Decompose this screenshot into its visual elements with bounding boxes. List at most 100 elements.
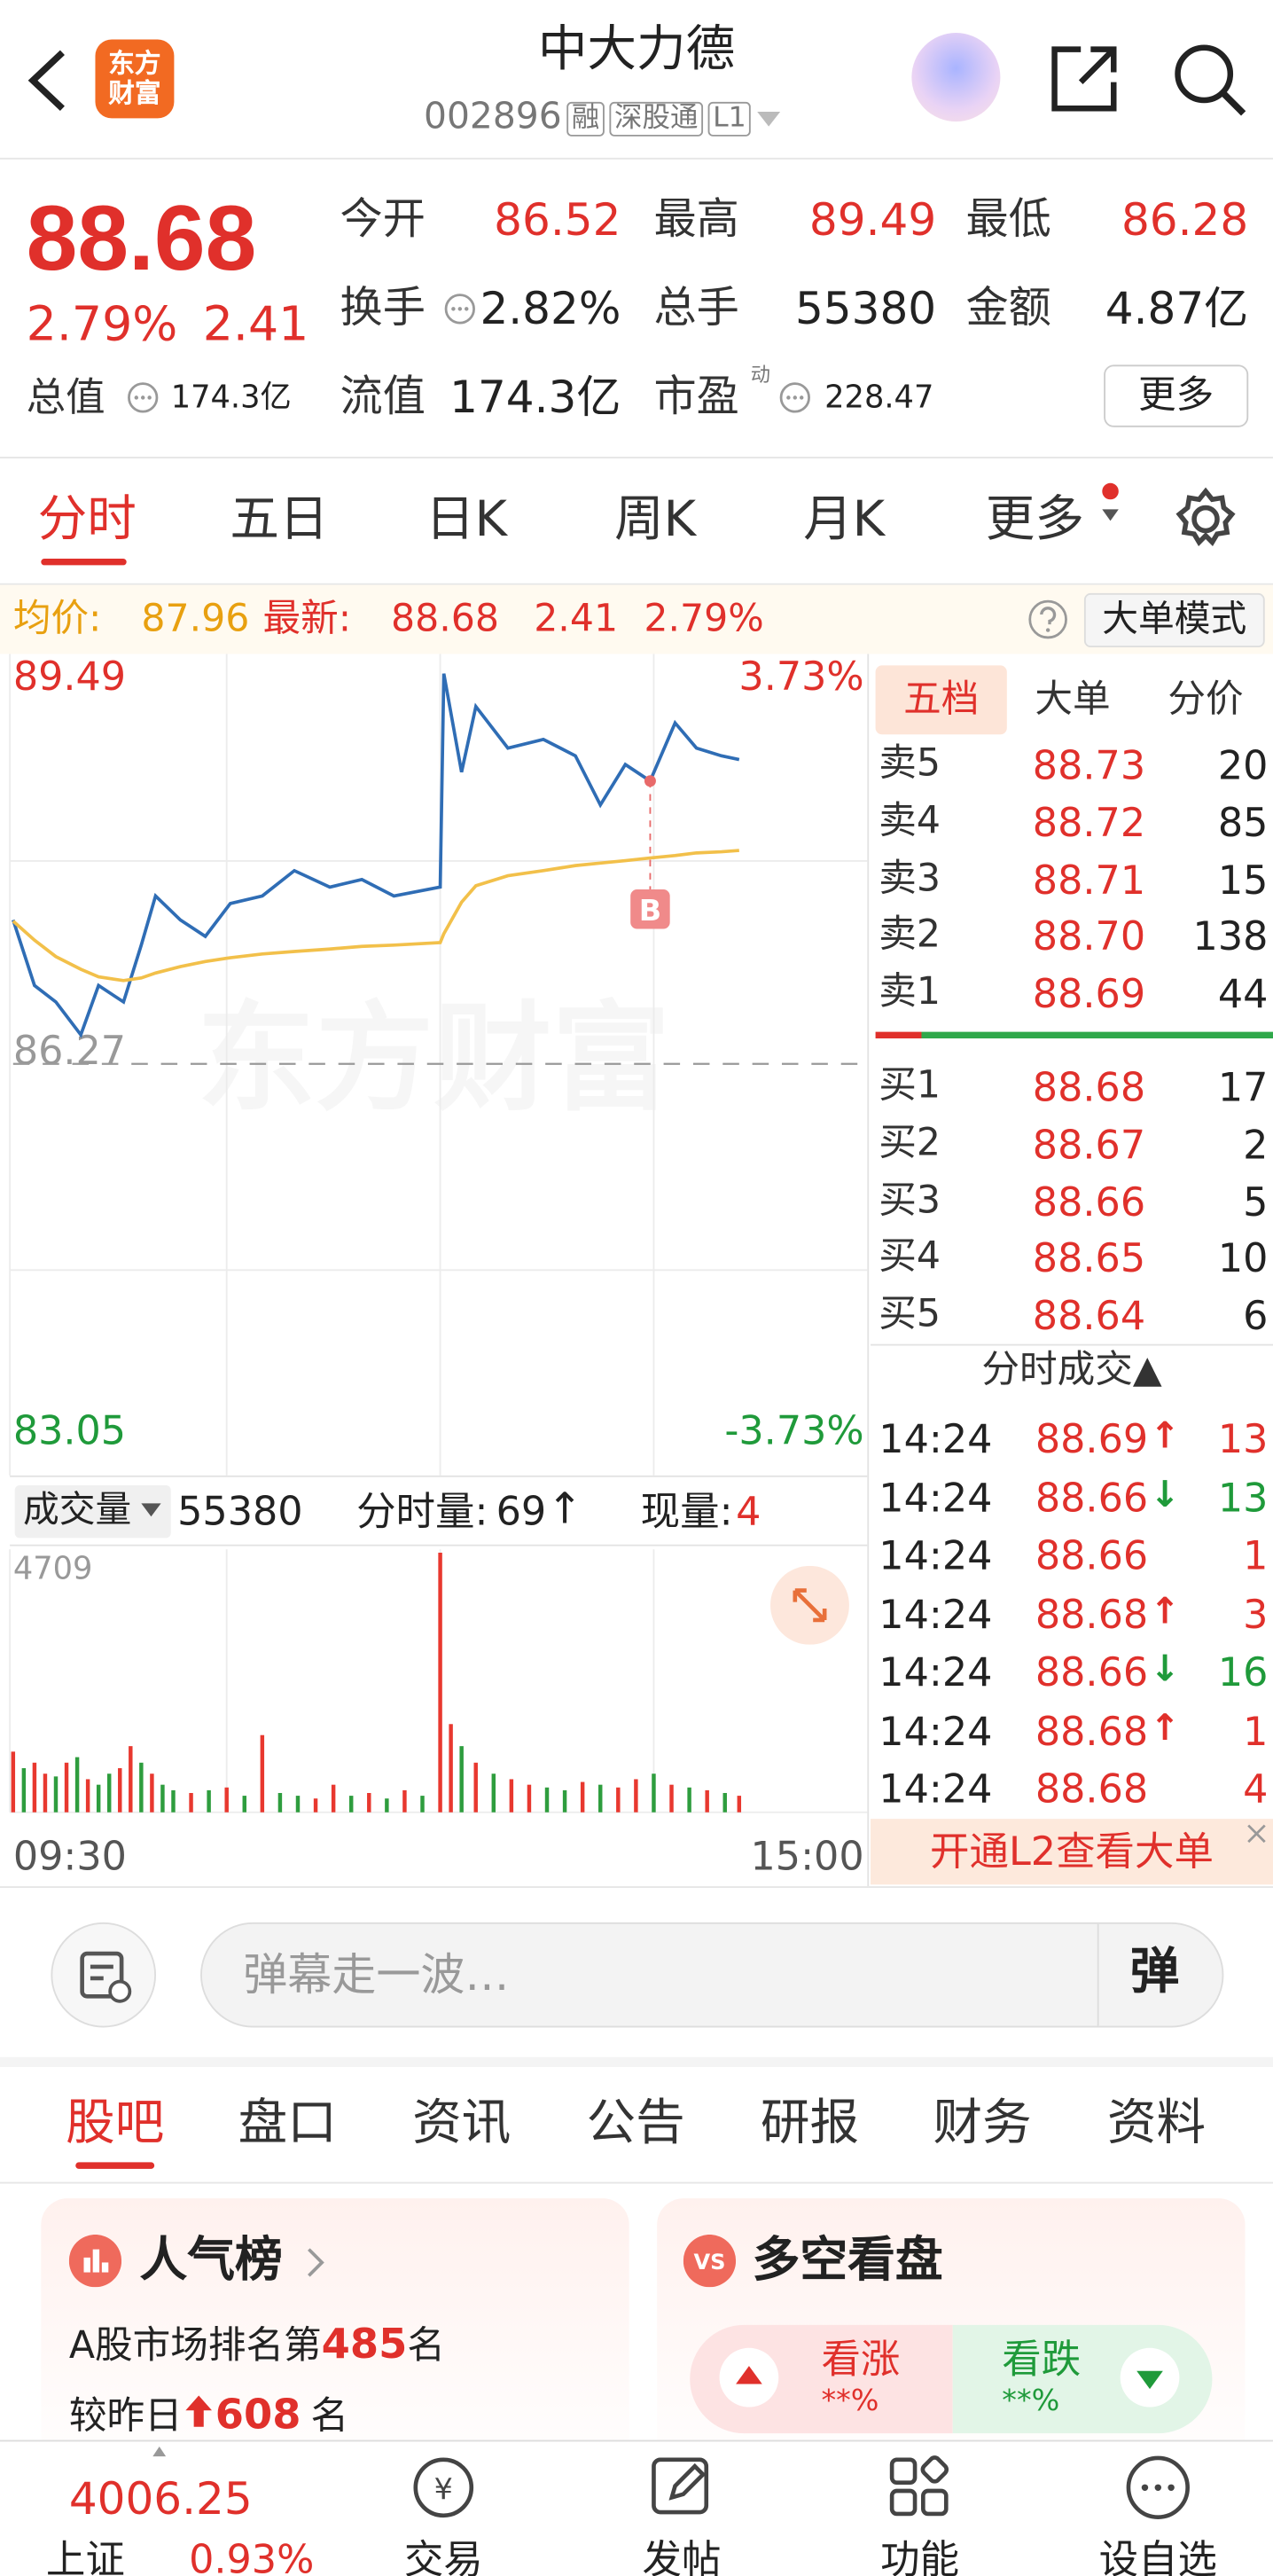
trades-title[interactable]: 分时成交▲	[981, 1349, 1162, 1392]
y-tick-label: 83.05	[13, 1409, 126, 1454]
mode-button[interactable]: 大单模式	[1083, 592, 1265, 648]
trade-qty: 1	[1243, 1532, 1269, 1579]
post-icon[interactable]	[645, 2452, 718, 2525]
stat-value: 55380	[794, 284, 937, 335]
period-tab[interactable]: 日K	[425, 491, 507, 549]
book-price: 88.72	[1032, 799, 1146, 846]
l2-banner[interactable]	[871, 1819, 1273, 1885]
rank-change-suffix: 名	[310, 2395, 349, 2439]
comment-input[interactable]	[200, 1922, 1224, 2028]
l2-banner-text[interactable]: 开通L2查看大单	[930, 1828, 1214, 1875]
volume-selector[interactable]	[14, 1485, 171, 1539]
collapse-icon[interactable]	[151, 2445, 168, 2458]
book-qty: 6	[1243, 1293, 1269, 1340]
more-marker	[1102, 482, 1119, 521]
divider	[867, 654, 870, 1887]
nav-label[interactable]: 功能	[880, 2536, 960, 2576]
divider	[10, 1475, 868, 1477]
stat-value: 89.49	[808, 195, 937, 247]
info-icon[interactable]	[778, 381, 811, 414]
content-tab[interactable]: 财务	[933, 2094, 1032, 2153]
trade-price: 88.69	[1035, 1416, 1149, 1463]
comment-icon[interactable]	[51, 1922, 157, 2028]
trade-time: 14:24	[879, 1766, 993, 1813]
share-icon[interactable]	[1048, 43, 1123, 115]
tag: 深股通	[609, 100, 704, 136]
content-tab[interactable]: 研报	[760, 2094, 860, 2153]
divider	[0, 157, 1273, 160]
stat-label: 最高	[653, 195, 739, 246]
expand-icon[interactable]	[770, 1565, 849, 1645]
help-icon[interactable]	[1027, 598, 1069, 640]
trade-price: 88.66	[1035, 1474, 1149, 1521]
nav-label[interactable]: 发帖	[642, 2536, 722, 2576]
index-change[interactable]: 0.93%	[189, 2536, 315, 2576]
stat-label: 金额	[965, 284, 1051, 334]
period-tab[interactable]: 五日	[230, 491, 329, 549]
volume-bar	[652, 1773, 656, 1813]
rank-change: 608	[215, 2390, 301, 2439]
book-label: 买2	[879, 1122, 941, 1165]
index-name[interactable]: 上证	[45, 2536, 125, 2576]
trade-qty: 16	[1217, 1649, 1269, 1696]
trade-icon[interactable]: ¥	[408, 2452, 480, 2525]
bear-label: 看跌	[1002, 2336, 1082, 2383]
popularity-title: 人气榜	[139, 2231, 283, 2288]
assistant-avatar[interactable]	[911, 33, 1001, 122]
volume-bar	[402, 1789, 407, 1813]
period-tab[interactable]: 更多	[985, 491, 1084, 549]
volume-bar	[207, 1789, 211, 1813]
change-pct: 2.79%	[26, 295, 178, 352]
settings-icon[interactable]	[1173, 486, 1238, 552]
stat-value: 4.87亿	[1105, 284, 1249, 335]
trade-time: 14:24	[879, 1708, 993, 1754]
info-icon[interactable]	[443, 293, 476, 325]
book-tab[interactable]: 分价	[1168, 678, 1244, 722]
book-tab[interactable]: 大单	[1035, 678, 1111, 722]
stat-value: 228.47	[824, 380, 934, 416]
bottom-nav	[0, 2439, 1273, 2576]
volume-bar	[616, 1787, 621, 1813]
close-icon[interactable]	[1244, 1820, 1270, 1847]
period-tab[interactable]: 周K	[613, 491, 697, 549]
content-tab[interactable]: 股吧	[66, 2094, 165, 2153]
series-line	[12, 673, 740, 1038]
content-tab[interactable]: 盘口	[238, 2094, 337, 2153]
more-button[interactable]: 更多	[1104, 364, 1249, 427]
back-icon[interactable]	[23, 46, 73, 115]
rank: 485	[321, 2320, 408, 2369]
index-value[interactable]: 4006.25	[68, 2474, 253, 2525]
content-tab[interactable]: 资料	[1106, 2094, 1207, 2153]
bear-value: **%	[1002, 2384, 1060, 2419]
dropdown-icon[interactable]	[756, 108, 783, 128]
book-label: 买4	[879, 1236, 941, 1280]
book-tab[interactable]: 五档	[875, 665, 1007, 735]
nav-label[interactable]: 交易	[403, 2536, 483, 2576]
watchlist-icon[interactable]	[1122, 2452, 1195, 2525]
stat-label: 总手	[653, 284, 739, 334]
volume-bar	[242, 1796, 246, 1813]
function-icon[interactable]	[884, 2452, 957, 2525]
book-qty: 138	[1192, 913, 1269, 960]
info-icon[interactable]	[127, 381, 160, 414]
period-tab[interactable]: 月K	[803, 491, 886, 549]
trade-price: 88.68	[1035, 1708, 1149, 1754]
svg-text:VS: VS	[693, 2250, 725, 2275]
volume-bar	[171, 1789, 176, 1813]
trade-price: 88.66	[1035, 1532, 1149, 1579]
content-tab[interactable]: 资讯	[412, 2094, 512, 2153]
popularity-card[interactable]	[41, 2198, 629, 2478]
stat-label: 流值	[340, 372, 426, 423]
danmaku-button[interactable]: 弹	[1129, 1943, 1180, 2001]
nav-label[interactable]: 设自选	[1098, 2536, 1218, 2576]
search-icon[interactable]	[1169, 39, 1248, 118]
y-tick-label: 86.27	[13, 1029, 126, 1074]
period-tab[interactable]: 分时	[37, 491, 137, 549]
volume-bar	[53, 1776, 59, 1813]
stat-value: 174.3亿	[170, 380, 292, 416]
trade-direction: ↓	[1150, 1649, 1181, 1691]
content-tab[interactable]: 公告	[586, 2094, 685, 2153]
up-arrow-icon	[185, 2395, 213, 2427]
popularity-icon	[68, 2234, 122, 2288]
volume-bar	[260, 1734, 265, 1813]
